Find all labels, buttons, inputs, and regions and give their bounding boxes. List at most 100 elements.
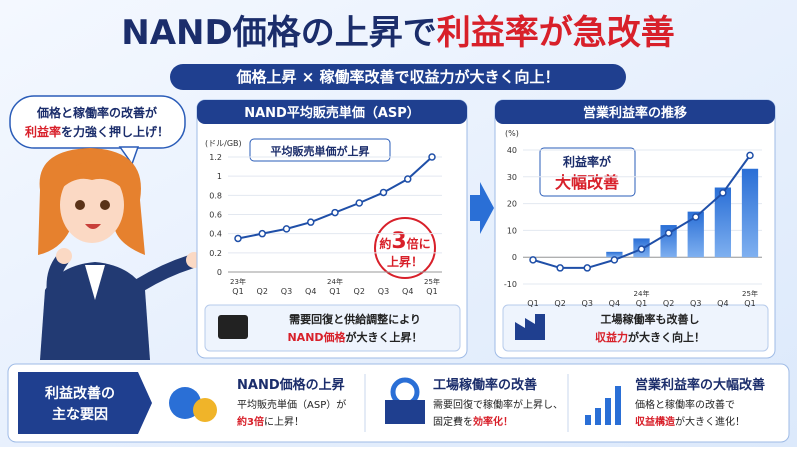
annotation-box: [539, 147, 636, 197]
subtitle-banner: [170, 64, 626, 90]
factor-icons: [169, 377, 621, 425]
character: [38, 148, 202, 360]
factor-text: 価格と稼働率の改善で: [635, 398, 735, 411]
point: [282, 225, 291, 233]
x-year-label: 25年: [742, 289, 758, 298]
factor-title: 工場稼働率の改善: [433, 377, 537, 393]
point: [719, 189, 727, 197]
factor-red: 約3倍: [237, 415, 264, 428]
point: [637, 245, 646, 253]
factors-label: 主な要因: [52, 406, 108, 423]
y-tick-label: 0.8: [209, 191, 222, 200]
note-part: が大きく向上！: [628, 330, 705, 344]
note-red: NAND価格: [287, 330, 346, 344]
x-tick-label: Q1: [426, 287, 437, 296]
x-tick-label: Q3: [378, 287, 389, 296]
bubble-text: 価格と稼働率の改善が: [36, 105, 157, 120]
y-tick-label: 20: [507, 200, 517, 209]
x-tick-label: Q3: [690, 299, 701, 308]
title-part: NAND価格の上昇で: [121, 13, 436, 53]
x-year-label: 24年: [634, 289, 650, 298]
speech-bubble: [9, 95, 186, 149]
point: [556, 264, 564, 272]
point: [355, 199, 363, 207]
factor-red: 収益構造: [635, 415, 676, 428]
annotation-box: [249, 138, 391, 162]
x-tick-label: Q4: [402, 287, 413, 296]
point: [610, 256, 619, 264]
point: [692, 213, 700, 221]
bar: [714, 187, 732, 258]
bar: [606, 251, 623, 258]
factors-label-box: [18, 372, 152, 434]
point: [379, 188, 388, 197]
note-box: [502, 304, 769, 352]
bar: [687, 211, 704, 258]
x-tick-label: Q1: [232, 287, 243, 296]
x-tick-label: Q2: [554, 299, 565, 308]
y-unit: (%): [505, 129, 519, 138]
callout-circle: [374, 217, 436, 279]
factor-text: 固定費を効率化！: [433, 415, 513, 428]
note-part: が大きく上昇！: [346, 330, 423, 344]
y-tick-label: 40: [507, 146, 517, 155]
bubble-text-part: を力強く押し上げ！: [61, 124, 169, 139]
callout: 約3倍に: [379, 229, 430, 254]
point: [428, 153, 436, 161]
x-year-label: 25年: [424, 277, 440, 286]
point: [664, 229, 673, 237]
x-tick-label: Q2: [257, 287, 268, 296]
panel-title: NAND平均販売単価（ASP）: [244, 105, 420, 121]
y-tick-label: 30: [507, 173, 517, 182]
factor-title: 営業利益率の大幅改善: [635, 377, 765, 393]
bubble-tail: [118, 146, 140, 166]
x-tick-label: Q4: [609, 299, 620, 308]
factor-text: 約3倍に上昇！: [237, 415, 304, 428]
panel-title: 営業利益率の推移: [583, 105, 687, 121]
callout-part: 約: [379, 236, 391, 251]
factor-part: 固定費を: [433, 415, 473, 428]
x-tick-label: Q3: [281, 287, 292, 296]
note: NAND価格が大きく上昇！: [287, 330, 422, 344]
factor-title: NAND価格の上昇: [237, 377, 345, 393]
point: [583, 264, 591, 272]
y-tick-label: 0.4: [209, 230, 222, 239]
x-tick-label: Q4: [717, 299, 728, 308]
y-tick-label: 1: [217, 172, 222, 181]
annotation: 平均販売単価が上昇: [271, 144, 370, 158]
x-tick-label: Q1: [744, 299, 755, 308]
factors-label: 利益改善の: [45, 385, 115, 402]
point: [307, 218, 315, 226]
note: 工場稼働率も改善し: [601, 312, 700, 326]
x-tick-label: Q3: [582, 299, 593, 308]
y-tick-label: 0: [217, 268, 222, 277]
point: [331, 208, 339, 217]
chip-icon: [218, 315, 248, 339]
y-tick-label: -10: [504, 280, 517, 289]
bar: [741, 168, 759, 258]
factor-part: に上昇！: [264, 416, 304, 428]
arrow: [470, 182, 494, 234]
title-part: 利益率が急改善: [437, 13, 675, 53]
annotation: 利益率が: [563, 154, 611, 169]
point: [258, 229, 266, 238]
factor-text: 平均販売単価（ASP）が: [237, 398, 346, 411]
note: 収益力が大きく向上！: [595, 330, 705, 344]
x-year-label: 24年: [327, 277, 343, 286]
point: [746, 151, 754, 160]
bar: [660, 225, 677, 258]
panel-header: [495, 100, 775, 124]
bubble-text: 利益率を力強く押し上げ！: [25, 124, 169, 139]
x-tick-label: Q4: [305, 287, 316, 296]
point: [404, 175, 412, 183]
y-tick-label: 0: [512, 253, 517, 262]
point: [234, 234, 242, 243]
annotation: 大幅改善: [555, 173, 619, 192]
y-tick-label: 0.6: [209, 211, 222, 220]
note-red: 収益力: [595, 330, 628, 344]
x-tick-label: Q1: [527, 299, 538, 308]
x-tick-label: Q1: [636, 299, 647, 308]
factor-text: 収益構造が大きく進化！: [635, 415, 745, 428]
